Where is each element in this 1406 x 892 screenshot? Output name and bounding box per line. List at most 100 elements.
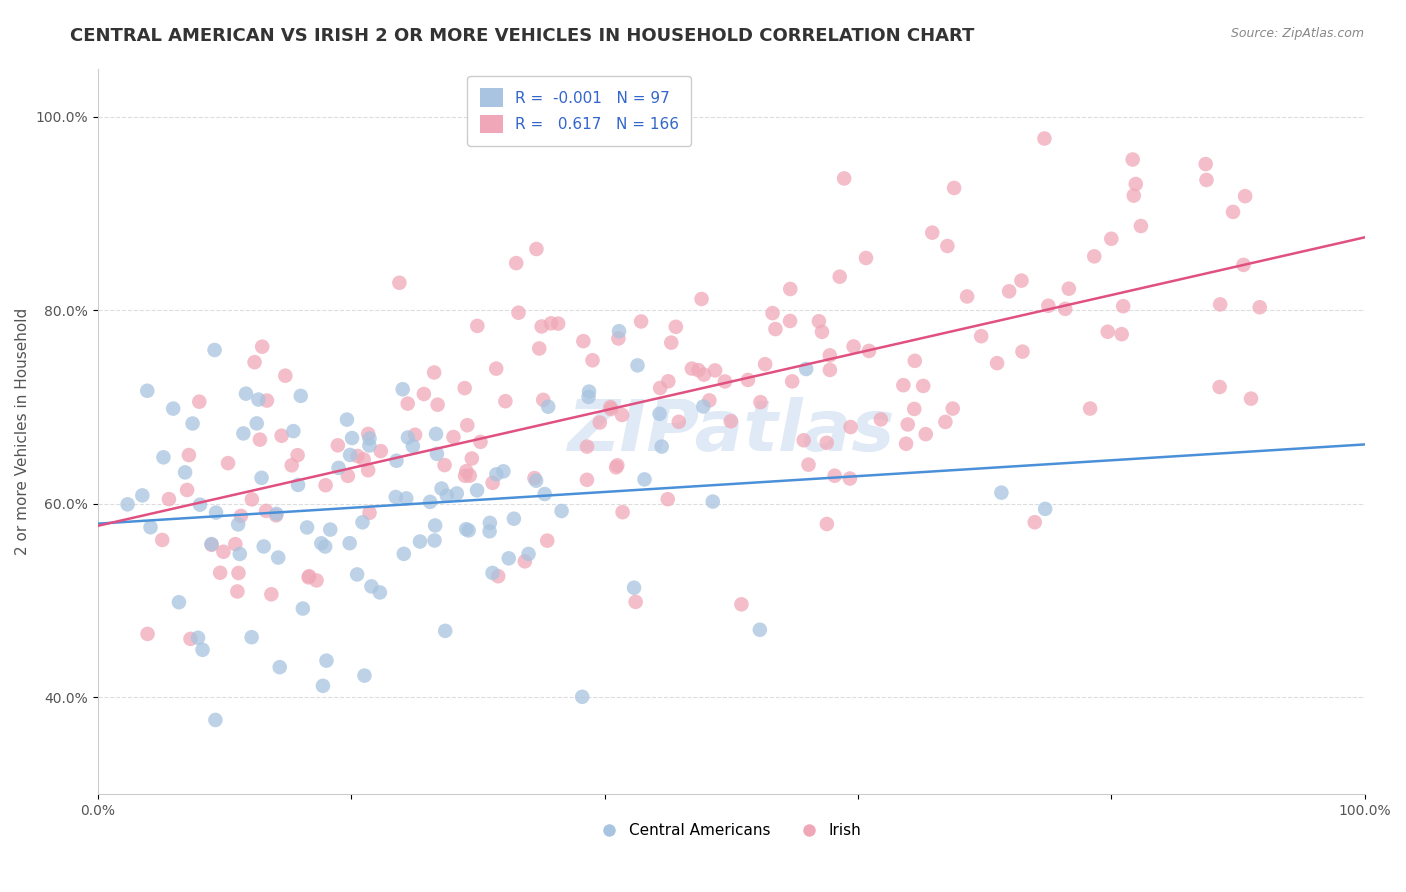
- Irish: [526, 242, 548, 256]
- Central Americans: [423, 533, 446, 548]
- Central Americans: [524, 474, 547, 488]
- Irish: [690, 292, 713, 306]
- Text: CENTRAL AMERICAN VS IRISH 2 OR MORE VEHICLES IN HOUSEHOLD CORRELATION CHART: CENTRAL AMERICAN VS IRISH 2 OR MORE VEHI…: [70, 27, 974, 45]
- Irish: [150, 533, 173, 547]
- Central Americans: [131, 488, 153, 502]
- Irish: [828, 269, 851, 284]
- Irish: [599, 400, 621, 414]
- Central Americans: [391, 382, 413, 396]
- Central Americans: [550, 504, 572, 518]
- Irish: [624, 595, 647, 609]
- Irish: [461, 451, 484, 466]
- Irish: [921, 226, 943, 240]
- Central Americans: [353, 668, 375, 682]
- Irish: [610, 408, 633, 422]
- Central Americans: [246, 417, 269, 431]
- Central Americans: [314, 540, 336, 554]
- Irish: [1057, 282, 1080, 296]
- Irish: [529, 342, 551, 356]
- Irish: [531, 392, 554, 407]
- Irish: [177, 448, 200, 462]
- Central Americans: [253, 540, 276, 554]
- Irish: [1038, 299, 1060, 313]
- Irish: [1083, 249, 1105, 263]
- Central Americans: [167, 595, 190, 609]
- Central Americans: [287, 478, 309, 492]
- Irish: [811, 325, 834, 339]
- Irish: [426, 398, 449, 412]
- Central Americans: [434, 624, 457, 638]
- Irish: [346, 449, 368, 463]
- Irish: [508, 306, 530, 320]
- Irish: [589, 416, 612, 430]
- Central Americans: [200, 537, 222, 551]
- Central Americans: [269, 660, 291, 674]
- Irish: [260, 587, 283, 601]
- Central Americans: [336, 412, 359, 426]
- Central Americans: [229, 547, 252, 561]
- Irish: [212, 545, 235, 559]
- Irish: [357, 426, 380, 441]
- Central Americans: [295, 520, 318, 534]
- Central Americans: [436, 489, 458, 503]
- Irish: [357, 463, 380, 477]
- Irish: [869, 412, 891, 426]
- Irish: [456, 464, 478, 478]
- Central Americans: [346, 567, 368, 582]
- Central Americans: [990, 485, 1012, 500]
- Central Americans: [430, 482, 453, 496]
- Irish: [454, 468, 477, 483]
- Irish: [404, 427, 426, 442]
- Central Americans: [187, 631, 209, 645]
- Central Americans: [181, 417, 204, 431]
- Central Americans: [339, 448, 361, 462]
- Irish: [668, 415, 690, 429]
- Irish: [693, 368, 716, 382]
- Irish: [780, 375, 803, 389]
- Irish: [176, 483, 198, 497]
- Central Americans: [328, 460, 350, 475]
- Central Americans: [311, 536, 333, 550]
- Central Americans: [402, 439, 425, 453]
- Irish: [280, 458, 302, 473]
- Central Americans: [247, 392, 270, 407]
- Irish: [305, 574, 328, 588]
- Irish: [688, 363, 710, 377]
- Central Americans: [283, 424, 305, 438]
- Central Americans: [188, 498, 211, 512]
- Central Americans: [319, 523, 342, 537]
- Irish: [765, 322, 787, 336]
- Irish: [1111, 327, 1133, 342]
- Irish: [136, 627, 159, 641]
- Irish: [600, 402, 623, 417]
- Irish: [818, 363, 841, 377]
- Central Americans: [623, 581, 645, 595]
- Irish: [1234, 189, 1257, 203]
- Central Americans: [360, 579, 382, 593]
- Central Americans: [481, 566, 503, 580]
- Central Americans: [359, 438, 381, 452]
- Central Americans: [503, 512, 526, 526]
- Irish: [572, 334, 595, 348]
- Central Americans: [651, 440, 673, 454]
- Irish: [914, 427, 936, 442]
- Irish: [359, 506, 381, 520]
- Central Americans: [385, 454, 408, 468]
- Irish: [1122, 188, 1144, 202]
- Irish: [540, 317, 562, 331]
- Irish: [297, 570, 319, 584]
- Irish: [657, 492, 679, 507]
- Irish: [1011, 344, 1033, 359]
- Central Americans: [571, 690, 593, 704]
- Irish: [699, 393, 721, 408]
- Irish: [749, 395, 772, 409]
- Irish: [229, 508, 252, 523]
- Irish: [665, 319, 688, 334]
- Irish: [1033, 131, 1056, 145]
- Central Americans: [517, 547, 540, 561]
- Irish: [486, 569, 509, 583]
- Irish: [470, 434, 492, 449]
- Central Americans: [392, 547, 415, 561]
- Central Americans: [315, 654, 337, 668]
- Central Americans: [633, 472, 655, 486]
